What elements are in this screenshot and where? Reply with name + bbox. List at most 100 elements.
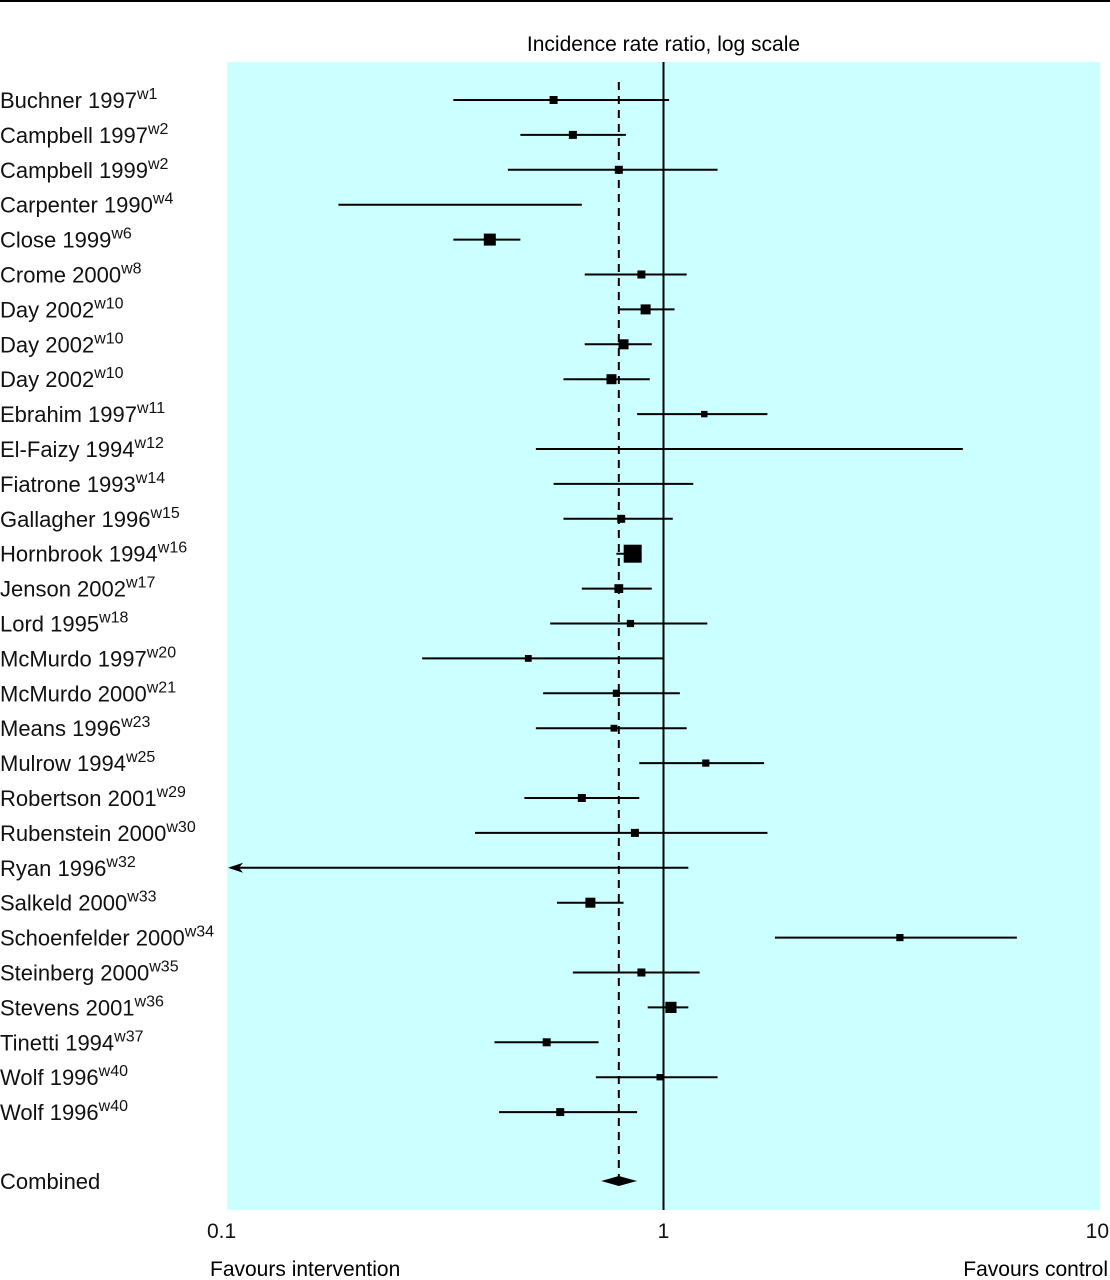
study-label: Fiatrone 1993w14 — [0, 470, 165, 497]
point-estimate — [656, 1074, 663, 1081]
point-estimate — [606, 374, 617, 385]
study-name: El-Faizy 1994 — [0, 437, 135, 462]
study-label: Salkeld 2000w33 — [0, 889, 157, 916]
study-reference: w15 — [149, 505, 179, 522]
study-reference: w14 — [135, 470, 165, 487]
study-name: Rubenstein 2000 — [0, 821, 166, 846]
study-name: Schoenfelder 2000 — [0, 926, 185, 951]
point-estimate — [614, 165, 623, 174]
study-name: Day 2002 — [0, 367, 94, 392]
study-label: Wolf 1996w40 — [0, 1098, 128, 1125]
point-estimate — [637, 968, 646, 977]
study-reference: w6 — [110, 226, 132, 243]
point-estimate — [568, 130, 577, 139]
study-name: Close 1999 — [0, 228, 111, 253]
point-estimate — [585, 897, 596, 908]
study-reference: w10 — [93, 330, 123, 347]
study-name: Jenson 2002 — [0, 577, 126, 602]
study-reference: w25 — [125, 749, 155, 766]
study-label: Wolf 1996w40 — [0, 1063, 128, 1090]
study-label: Day 2002w10 — [0, 365, 124, 392]
study-name: Campbell 1997 — [0, 123, 148, 148]
study-label: Mulrow 1994w25 — [0, 749, 155, 776]
study-label: Ryan 1996w32 — [0, 854, 136, 881]
study-name: Stevens 2001 — [0, 995, 135, 1020]
study-label: Rubenstein 2000w30 — [0, 819, 196, 846]
point-estimate — [618, 339, 629, 350]
favours-control-caption: Favours control — [963, 1258, 1108, 1280]
point-estimate — [610, 724, 618, 732]
study-reference: w36 — [134, 993, 164, 1010]
study-reference: w20 — [146, 644, 176, 661]
study-reference: w17 — [125, 575, 155, 592]
study-name: Tinetti 1994 — [0, 1030, 114, 1055]
study-name: Lord 1995 — [0, 612, 99, 637]
study-reference: w23 — [120, 714, 150, 731]
point-estimate — [640, 304, 651, 315]
combined-diamond — [601, 1176, 638, 1186]
study-label: Robertson 2001w29 — [0, 784, 186, 811]
study-reference: w12 — [134, 435, 164, 452]
study-reference: w30 — [165, 819, 195, 836]
point-estimate — [701, 410, 708, 418]
study-reference: w32 — [105, 854, 135, 871]
axis-title: Incidence rate ratio, log scale — [527, 33, 800, 56]
study-name: Day 2002 — [0, 332, 94, 357]
study-label: Crome 2000w8 — [0, 261, 142, 288]
study-name: Robertson 2001 — [0, 786, 157, 811]
point-estimate — [617, 514, 626, 523]
study-name: Hornbrook 1994 — [0, 542, 158, 567]
point-estimate — [549, 96, 558, 104]
study-label: McMurdo 2000w21 — [0, 679, 176, 706]
point-estimate — [524, 655, 532, 662]
study-name: Carpenter 1990 — [0, 193, 153, 218]
study-reference: w10 — [93, 365, 123, 382]
study-label: Steinberg 2000w35 — [0, 959, 179, 986]
point-estimate — [623, 544, 642, 563]
x-tick-label: 0.1 — [207, 1220, 236, 1243]
study-reference: w21 — [146, 679, 176, 696]
study-label: Ebrahim 1997w11 — [0, 400, 165, 427]
top-rule — [0, 0, 1110, 2]
study-name: Steinberg 2000 — [0, 961, 149, 986]
study-reference: w4 — [152, 191, 174, 208]
study-name: Campbell 1999 — [0, 158, 148, 183]
plot-marks — [228, 62, 1017, 1210]
study-label: Day 2002w10 — [0, 330, 124, 357]
study-reference: w10 — [93, 295, 123, 312]
study-label: Carpenter 1990w4 — [0, 191, 173, 218]
x-tick-label: 1 — [658, 1220, 670, 1243]
study-name: Salkeld 2000 — [0, 891, 127, 916]
point-estimate — [702, 759, 710, 767]
study-reference: w8 — [120, 261, 142, 278]
point-estimate — [556, 1108, 565, 1117]
point-estimate — [483, 233, 496, 246]
study-name: McMurdo 2000 — [0, 681, 147, 706]
point-estimate — [665, 1001, 677, 1013]
x-tick-label: 10 — [1086, 1220, 1109, 1243]
study-label: Campbell 1997w2 — [0, 121, 169, 148]
study-reference: w1 — [136, 86, 158, 103]
study-name: Gallagher 1996 — [0, 507, 150, 532]
study-reference: w33 — [126, 889, 156, 906]
study-label: Jenson 2002w17 — [0, 575, 155, 602]
x-ticks: 0.1 1 10 — [207, 1220, 1109, 1243]
study-label: Means 1996w23 — [0, 714, 151, 741]
study-name: Crome 2000 — [0, 263, 121, 288]
study-name: Wolf 1996 — [0, 1100, 99, 1125]
combined-label: Combined — [0, 1169, 100, 1194]
point-estimate — [630, 828, 639, 837]
study-label: Hornbrook 1994w16 — [0, 540, 187, 567]
study-name: Day 2002 — [0, 297, 94, 322]
point-estimate — [626, 619, 635, 628]
point-estimate — [577, 794, 586, 802]
ci-arrow — [228, 862, 243, 873]
study-name: Means 1996 — [0, 716, 121, 741]
study-reference: w40 — [98, 1063, 128, 1080]
study-name: Fiatrone 1993 — [0, 472, 136, 497]
point-estimate — [542, 1038, 551, 1047]
study-reference: w35 — [148, 959, 178, 976]
study-reference: w2 — [147, 156, 169, 173]
study-reference: w18 — [98, 610, 128, 627]
